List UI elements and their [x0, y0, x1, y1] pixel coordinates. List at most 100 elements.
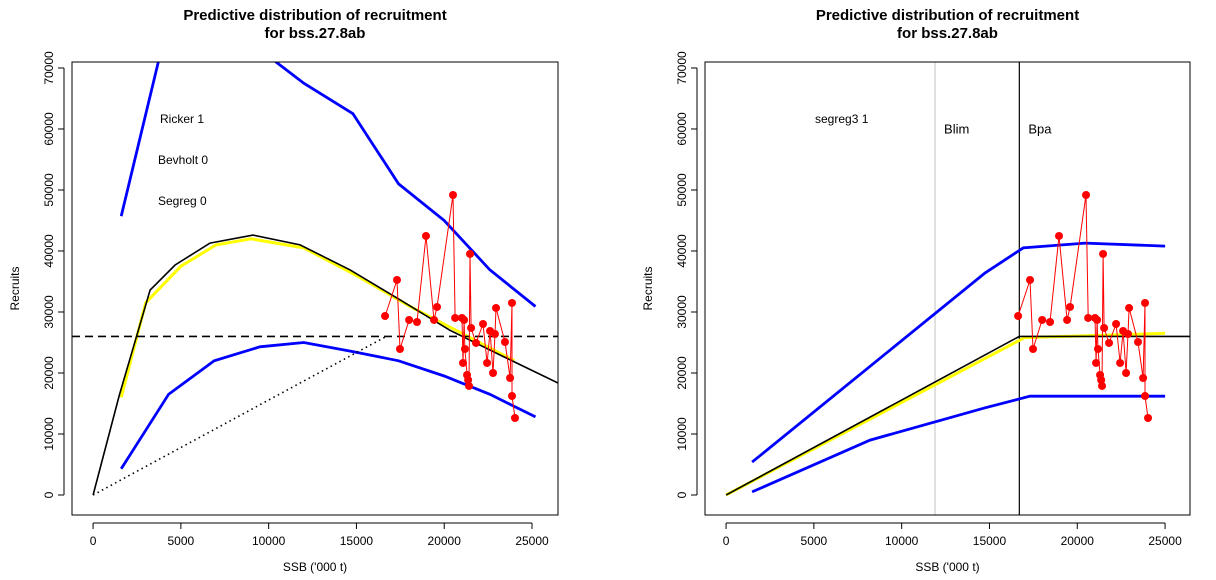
observation-point — [1099, 249, 1108, 258]
observation-point — [460, 315, 469, 324]
y-tick-label: 50000 — [675, 173, 689, 207]
reference-label: Blim — [944, 121, 969, 136]
observation-point — [405, 315, 414, 324]
curve — [92, 234, 558, 496]
x-axis-label: SSB ('000 t) — [283, 560, 347, 574]
observation-point — [489, 368, 498, 377]
x-tick-label: 10000 — [252, 534, 286, 548]
observation-point — [392, 275, 401, 284]
observation-point — [421, 231, 430, 240]
observation-point — [1141, 298, 1150, 307]
x-tick-label: 5000 — [168, 534, 195, 548]
observation-point — [464, 381, 473, 390]
observation-point — [490, 330, 499, 339]
observation-point — [1046, 317, 1055, 326]
y-tick-label: 40000 — [42, 234, 56, 268]
y-tick-label: 40000 — [675, 234, 689, 268]
x-tick-label: 25000 — [1148, 534, 1182, 548]
observation-point — [413, 317, 422, 326]
x-tick-label: 5000 — [801, 534, 828, 548]
observation-point — [1141, 391, 1150, 400]
observation-point — [459, 358, 468, 367]
observation-point — [449, 190, 458, 199]
y-tick-label: 10000 — [42, 417, 56, 451]
observation-point — [1063, 315, 1072, 324]
chart-title: for bss.27.8ab — [265, 25, 366, 42]
observation-point — [1029, 345, 1038, 354]
chart-title: Predictive distribution of recruitment — [183, 7, 446, 24]
x-tick-label: 10000 — [885, 534, 919, 548]
observation-point — [1144, 414, 1153, 423]
annotation: Ricker 1 — [160, 112, 204, 126]
y-tick-label: 60000 — [42, 112, 56, 146]
observation-point — [433, 302, 442, 311]
x-tick-label: 15000 — [340, 534, 374, 548]
observation-point — [467, 323, 476, 332]
y-axis-label: Recruits — [641, 266, 655, 310]
observation-point — [1105, 338, 1114, 347]
y-tick-label: 70000 — [675, 51, 689, 85]
observation-point — [1124, 330, 1133, 339]
y-tick-label: 30000 — [675, 295, 689, 329]
y-axis-label: Recruits — [8, 266, 22, 310]
observation-point — [1139, 373, 1148, 382]
observation-point — [1093, 345, 1102, 354]
curve — [119, 62, 537, 308]
y-tick-label: 20000 — [42, 356, 56, 390]
y-tick-label: 30000 — [42, 295, 56, 329]
observation-point — [1014, 312, 1023, 321]
plot-frame — [71, 61, 559, 516]
observation-point — [451, 313, 460, 322]
observation-point — [492, 303, 501, 312]
observation-point — [1100, 323, 1109, 332]
observation-point — [479, 320, 488, 329]
x-tick-label: 0 — [723, 534, 730, 548]
y-tick-label: 70000 — [42, 51, 56, 85]
observation-point — [1098, 381, 1107, 390]
observation-point — [464, 376, 473, 385]
observation-point — [1097, 376, 1106, 385]
plot-area — [725, 62, 1190, 515]
observation-point — [1093, 315, 1102, 324]
observation-point — [507, 391, 516, 400]
x-tick-label: 0 — [90, 534, 97, 548]
curve — [120, 341, 537, 470]
observation-point — [1055, 231, 1064, 240]
observation-point — [460, 345, 469, 354]
observation-point — [1026, 275, 1035, 284]
chart-title: for bss.27.8ab — [897, 25, 998, 42]
curve — [725, 331, 1166, 497]
y-tick-label: 50000 — [42, 173, 56, 207]
x-tick-label: 25000 — [515, 534, 549, 548]
observation-point — [466, 249, 475, 258]
y-tick-label: 60000 — [675, 112, 689, 146]
plot-frame — [704, 61, 1191, 516]
observation-point — [1125, 303, 1134, 312]
observation-point — [483, 358, 492, 367]
y-tick-label: 0 — [675, 491, 689, 498]
annotation: Segreg 0 — [158, 194, 207, 208]
x-tick-label: 20000 — [428, 534, 462, 548]
annotation: segreg3 1 — [815, 112, 869, 126]
x-axis-label: SSB ('000 t) — [915, 560, 979, 574]
curve — [751, 394, 1166, 494]
x-tick-label: 15000 — [973, 534, 1007, 548]
observation-point — [1066, 302, 1075, 311]
curve — [751, 241, 1166, 464]
observation-point — [430, 315, 439, 324]
curve — [92, 335, 387, 496]
observation-point — [510, 414, 519, 423]
annotation: Bevholt 0 — [158, 153, 208, 167]
chart-title: Predictive distribution of recruitment — [816, 7, 1079, 24]
observation-point — [500, 337, 509, 346]
observation-point — [1122, 368, 1131, 377]
observation-point — [1116, 358, 1125, 367]
reference-label: Bpa — [1028, 121, 1052, 136]
plot-area — [72, 62, 558, 496]
observation-point — [1038, 315, 1047, 324]
observation-point — [395, 345, 404, 354]
y-tick-label: 0 — [42, 491, 56, 498]
y-tick-label: 20000 — [675, 356, 689, 390]
observation-point — [472, 338, 481, 347]
